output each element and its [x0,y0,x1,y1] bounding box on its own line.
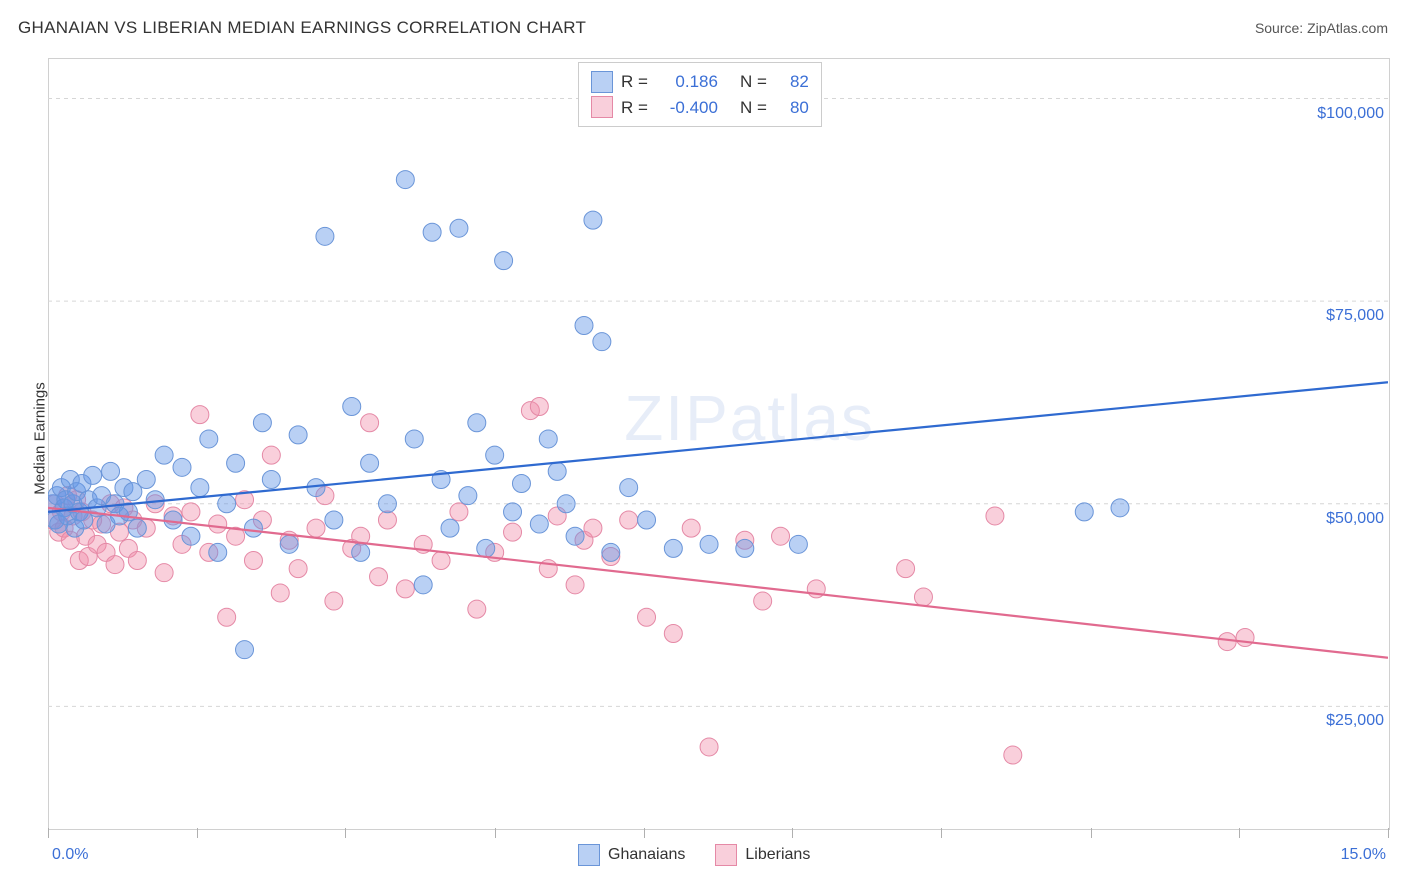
chart-title: GHANAIAN VS LIBERIAN MEDIAN EARNINGS COR… [18,18,586,38]
r-label: R = [621,69,648,95]
swatch-ghanaians-icon [578,844,600,866]
r-value-liberians: -0.400 [656,95,718,121]
correlation-row-ghanaians: R = 0.186 N = 82 [591,69,809,95]
y-tick-label: $25,000 [1326,712,1384,730]
n-value-liberians: 80 [775,95,809,121]
r-label: R = [621,95,648,121]
swatch-ghanaians-icon [591,71,613,93]
x-tick [792,828,793,838]
legend-label-ghanaians: Ghanaians [608,846,685,864]
correlation-legend: R = 0.186 N = 82 R = -0.400 N = 80 [578,62,822,127]
scatter-plot-svg [48,58,1388,828]
series-legend: Ghanaians Liberians [578,844,810,866]
x-tick [941,828,942,838]
x-tick [495,828,496,838]
x-axis-max-label: 15.0% [1341,846,1386,864]
x-tick [1388,828,1389,838]
y-tick-label: $100,000 [1317,105,1384,123]
y-axis-label: Median Earnings [32,379,49,499]
n-value-ghanaians: 82 [775,69,809,95]
chart-source: Source: ZipAtlas.com [1255,20,1388,36]
r-value-ghanaians: 0.186 [656,69,718,95]
chart-header: GHANAIAN VS LIBERIAN MEDIAN EARNINGS COR… [18,18,1388,38]
x-tick [197,828,198,838]
x-tick [1239,828,1240,838]
swatch-liberians-icon [715,844,737,866]
n-label: N = [740,95,767,121]
x-tick [1091,828,1092,838]
y-tick-label: $75,000 [1326,307,1384,325]
y-tick-label: $50,000 [1326,510,1384,528]
x-tick [644,828,645,838]
legend-item-liberians: Liberians [715,844,810,866]
correlation-row-liberians: R = -0.400 N = 80 [591,95,809,121]
legend-label-liberians: Liberians [745,846,810,864]
swatch-liberians-icon [591,96,613,118]
x-tick [345,828,346,838]
x-axis-min-label: 0.0% [52,846,88,864]
legend-item-ghanaians: Ghanaians [578,844,685,866]
x-tick [48,828,49,838]
n-label: N = [740,69,767,95]
